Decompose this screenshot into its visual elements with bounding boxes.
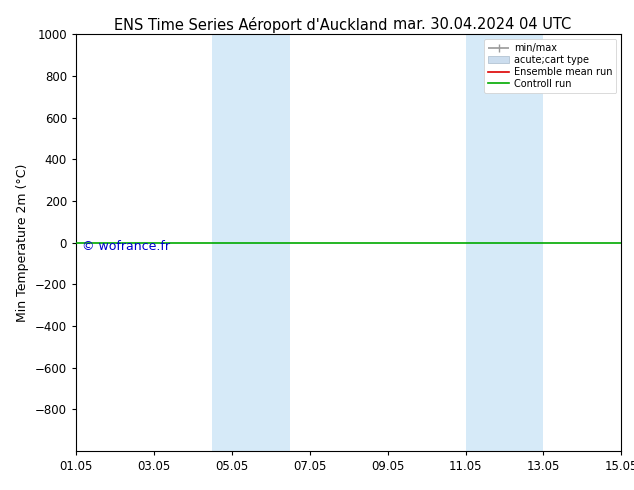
- Bar: [212, 34, 290, 451]
- Legend: min/max, acute;cart type, Ensemble mean run, Controll run: min/max, acute;cart type, Ensemble mean …: [484, 39, 616, 93]
- Text: mar. 30.04.2024 04 UTC: mar. 30.04.2024 04 UTC: [393, 17, 571, 32]
- Text: © wofrance.fr: © wofrance.fr: [82, 241, 169, 253]
- Bar: [465, 34, 543, 451]
- Text: ENS Time Series Aéroport d'Auckland: ENS Time Series Aéroport d'Auckland: [114, 17, 387, 33]
- Y-axis label: Min Temperature 2m (°C): Min Temperature 2m (°C): [16, 163, 29, 322]
